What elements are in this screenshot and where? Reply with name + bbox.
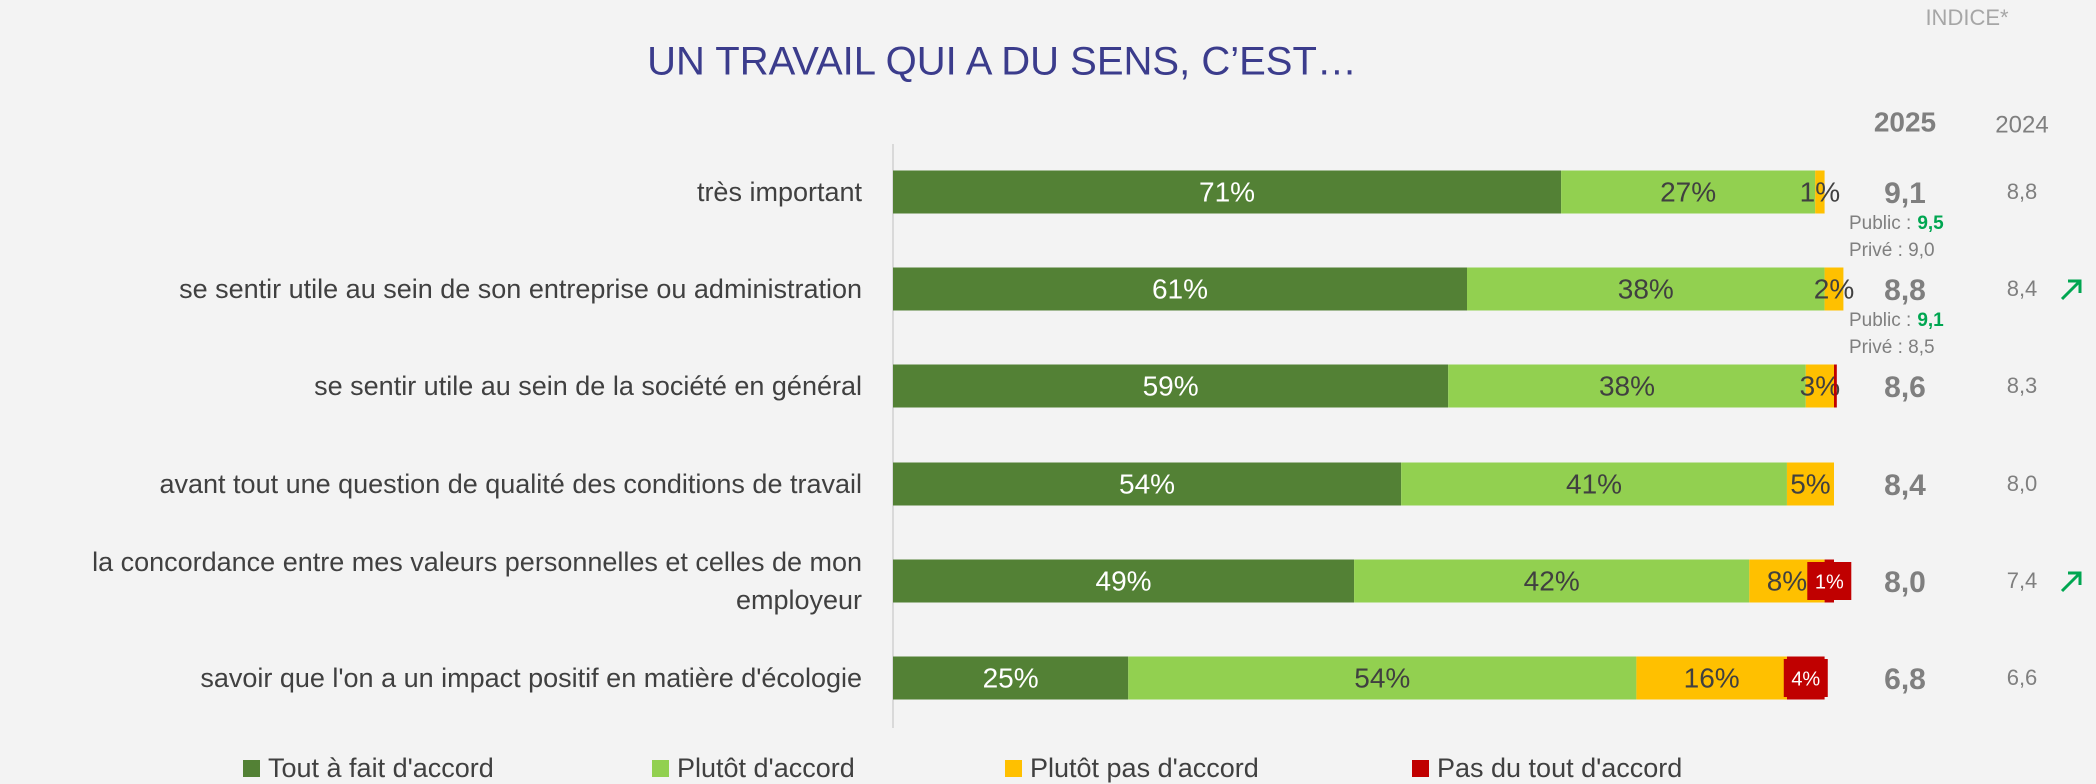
index-header: INDICE* bbox=[1925, 5, 2009, 30]
bar-segment bbox=[893, 170, 1562, 214]
category-label: se sentir utile au sein de la société en… bbox=[314, 371, 862, 401]
index-col-2025: 2025 bbox=[1874, 106, 1936, 137]
bar-segment bbox=[1805, 364, 1834, 408]
legend-label: Plutôt d'accord bbox=[677, 753, 855, 783]
bar-segment bbox=[893, 267, 1468, 311]
index-2024: 8,0 bbox=[2007, 471, 2038, 496]
data-label: 59% bbox=[1143, 370, 1199, 401]
label-bg bbox=[1783, 659, 1828, 697]
subnote-prive: Privé : 8,5 bbox=[1849, 337, 1935, 358]
index-2024: 8,3 bbox=[2007, 373, 2038, 398]
legend-swatch bbox=[1412, 760, 1429, 777]
data-label: 61% bbox=[1152, 273, 1208, 304]
data-label: 1% bbox=[1815, 571, 1844, 593]
data-label: 49% bbox=[1096, 565, 1152, 596]
subnote-public-value: 9,5 bbox=[1917, 213, 1944, 234]
legend-swatch bbox=[243, 760, 260, 777]
index-2025: 9,1 bbox=[1884, 177, 1926, 210]
category-label: avant tout une question de qualité des c… bbox=[159, 469, 863, 499]
data-label: 41% bbox=[1566, 468, 1622, 499]
category-label: savoir que l'on a un impact positif en m… bbox=[200, 663, 862, 693]
data-label: 54% bbox=[1119, 468, 1175, 499]
legend-label: Plutôt pas d'accord bbox=[1030, 753, 1259, 783]
legend-swatch bbox=[652, 760, 669, 777]
bar-segment bbox=[1128, 656, 1637, 700]
index-2025: 8,0 bbox=[1884, 566, 1926, 599]
data-label: 16% bbox=[1684, 662, 1740, 693]
data-label: 5% bbox=[1790, 468, 1830, 499]
bar-segment bbox=[893, 559, 1355, 603]
bar-segment bbox=[893, 364, 1449, 408]
subnote-public-label: Public : bbox=[1849, 310, 1911, 331]
data-label: 42% bbox=[1524, 565, 1580, 596]
index-2024: 8,4 bbox=[2007, 276, 2038, 301]
label-bg bbox=[1807, 562, 1852, 600]
subnote-public: Public : 9,1 bbox=[1849, 310, 1944, 331]
index-col-2024: 2024 bbox=[1995, 111, 2048, 138]
data-label: 8% bbox=[1767, 565, 1807, 596]
category-label: se sentir utile au sein de son entrepris… bbox=[179, 274, 862, 304]
index-2024: 7,4 bbox=[2007, 568, 2038, 593]
index-2024: 6,6 bbox=[2007, 665, 2038, 690]
trend-arrow bbox=[2060, 571, 2082, 593]
bar-segment bbox=[1636, 656, 1787, 700]
legend-label: Tout à fait d'accord bbox=[268, 753, 494, 783]
subnote-public-label: Public : bbox=[1849, 213, 1911, 234]
trend-arrow bbox=[2060, 279, 2082, 301]
data-label: 38% bbox=[1599, 370, 1655, 401]
index-2024: 8,8 bbox=[2007, 179, 2038, 204]
data-label: 3% bbox=[1800, 370, 1840, 401]
chart-title: UN TRAVAIL QUI A DU SENS, C’EST… bbox=[647, 40, 1357, 84]
data-label: 27% bbox=[1660, 176, 1716, 207]
bar-segment bbox=[1834, 364, 1837, 408]
data-label: 2% bbox=[1814, 273, 1854, 304]
bar-segment bbox=[1561, 170, 1816, 214]
index-2025: 8,6 bbox=[1884, 371, 1926, 404]
subnote-prive: Privé : 9,0 bbox=[1849, 240, 1935, 261]
index-2025: 8,8 bbox=[1884, 274, 1926, 307]
bar-segment bbox=[893, 462, 1402, 506]
bar-segment bbox=[893, 656, 1129, 700]
bar-segment bbox=[1448, 364, 1806, 408]
data-label: 25% bbox=[983, 662, 1039, 693]
bar-segment bbox=[1401, 462, 1787, 506]
data-label: 4% bbox=[1791, 668, 1820, 690]
data-label: 71% bbox=[1199, 176, 1255, 207]
data-label: 54% bbox=[1354, 662, 1410, 693]
subnote-public: Public : 9,5 bbox=[1849, 213, 1944, 234]
category-label: la concordance entre mes valeurs personn… bbox=[92, 547, 862, 615]
index-2025: 6,8 bbox=[1884, 663, 1926, 696]
subnote-public-value: 9,1 bbox=[1917, 310, 1944, 331]
legend-swatch bbox=[1005, 760, 1022, 777]
category-label: très important bbox=[696, 177, 862, 207]
data-label: 38% bbox=[1618, 273, 1674, 304]
legend-label: Pas du tout d'accord bbox=[1437, 753, 1682, 783]
bar-segment bbox=[1815, 170, 1825, 214]
bar-segment bbox=[1824, 267, 1844, 311]
data-label: 1% bbox=[1800, 176, 1840, 207]
bar-segment bbox=[1354, 559, 1750, 603]
index-2025: 8,4 bbox=[1884, 469, 1926, 502]
bar-segment bbox=[1467, 267, 1825, 311]
bar-segment bbox=[1786, 462, 1834, 506]
